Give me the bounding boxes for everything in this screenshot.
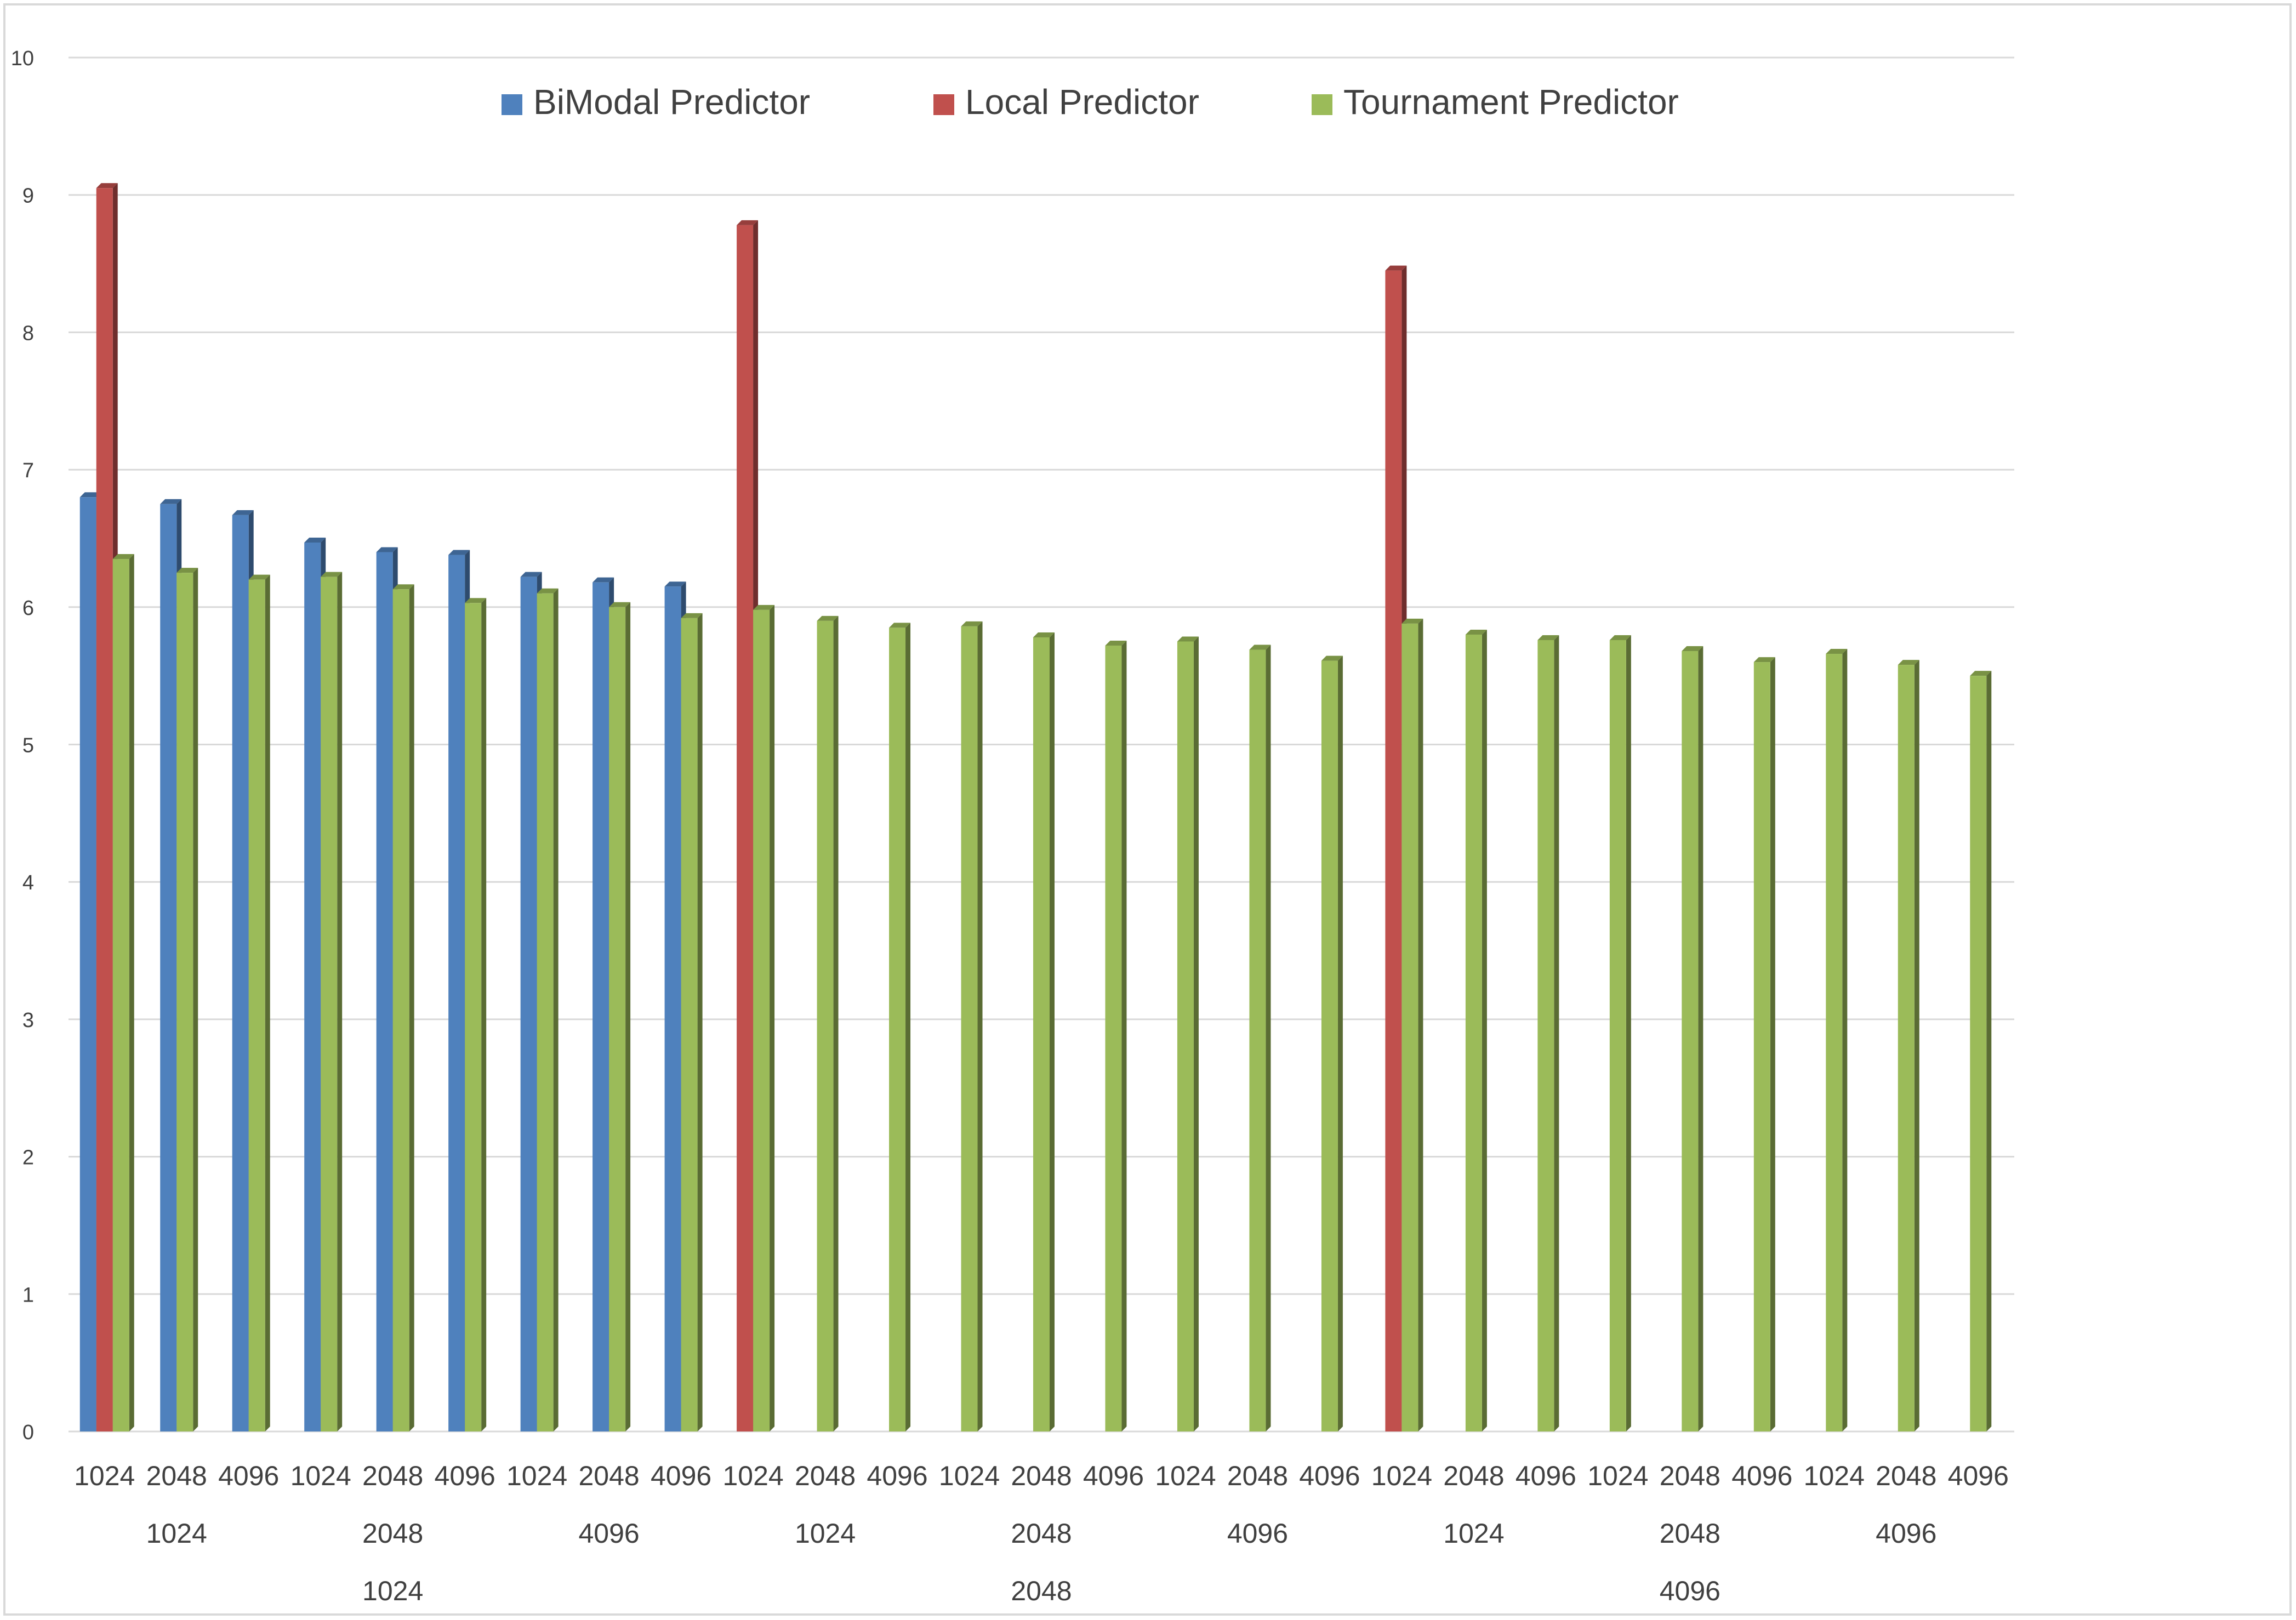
y-tick-label: 5 [22,734,34,757]
x-tick-label-level1: 2048 [362,1461,423,1491]
x-tick-label-level2: 2048 [362,1518,423,1549]
bar-tournament-predictor [392,584,414,1431]
bar-tournament-predictor [1970,671,1992,1431]
y-tick-label: 1 [22,1284,34,1307]
y-tick-label: 10 [11,47,34,70]
x-tick-label-level1: 2048 [795,1461,856,1491]
y-axis-ticks: 0 1 2 3 4 5 6 7 8 9 10 [11,47,34,1444]
bar-tournament-predictor [1537,635,1559,1431]
x-tick-label-level3: 1024 [362,1576,423,1606]
x-tick-label-level1: 2048 [1876,1461,1936,1491]
bar-tournament-predictor [321,572,343,1431]
bar-local-predictor [1385,265,1407,1432]
x-tick-label-level1: 4096 [867,1461,927,1491]
x-tick-label-level1: 4096 [1516,1461,1576,1491]
x-tick-label-level2: 1024 [146,1518,207,1549]
bar-tournament-predictor [1321,655,1343,1431]
x-tick-label-level1: 4096 [1948,1461,2009,1491]
bar-tournament-predictor [1753,657,1775,1431]
y-tick-label: 2 [22,1146,34,1170]
bar-tournament-predictor [1465,629,1487,1431]
x-tick-label-level1: 4096 [1299,1461,1360,1491]
bar-tournament-predictor [1033,632,1055,1431]
bar-tournament-predictor [753,604,775,1431]
bar-tournament-predictor [817,615,839,1431]
x-tick-label-level1: 4096 [435,1461,495,1491]
x-tick-label-level1: 2048 [1660,1461,1720,1491]
bar-tournament-predictor [961,621,983,1431]
y-tick-label: 3 [22,1009,34,1032]
legend-item: BiModal Predictor [502,82,810,122]
x-tick-label-level2: 4096 [1876,1518,1936,1549]
x-tick-label-level1: 2048 [146,1461,207,1491]
x-tick-label-level1: 1024 [1371,1461,1432,1491]
bar-tournament-predictor [1826,649,1848,1431]
x-tick-label-level1: 2048 [1443,1461,1504,1491]
x-tick-label-level2: 2048 [1011,1518,1072,1549]
y-tick-label: 7 [22,459,34,482]
x-axis-labels: 1024 2048 4096 1024 2048 4096 1024 2048 4096 1024… [74,1461,2009,1606]
legend: BiModal Predictor Local Predictor Tourname… [502,82,1679,122]
x-tick-label-level1: 2048 [1227,1461,1288,1491]
x-tick-label-level1: 1024 [290,1461,351,1491]
x-tick-label-level3: 4096 [1660,1576,1720,1606]
x-tick-label-level2: 2048 [1660,1518,1720,1549]
bars [79,183,1992,1432]
bar-tournament-predictor [537,588,559,1431]
x-tick-label-level2: 1024 [1443,1518,1504,1549]
bar-tournament-predictor [248,574,270,1431]
x-tick-label-level1: 1024 [1587,1461,1648,1491]
legend-item: Tournament Predictor [1312,82,1679,122]
bar-tournament-predictor [681,613,703,1431]
bar-tournament-predictor [176,568,198,1431]
x-tick-label-level1: 1024 [939,1461,1000,1491]
bar-tournament-predictor [1609,635,1631,1431]
y-tick-label: 0 [22,1421,34,1444]
x-tick-label-level1: 4096 [218,1461,279,1491]
x-tick-label-level1: 4096 [1731,1461,1792,1491]
bar-tournament-predictor [112,554,134,1432]
x-tick-label-level1: 1024 [74,1461,135,1491]
bar-tournament-predictor [1177,636,1199,1431]
y-tick-label: 9 [22,185,34,208]
x-tick-label-level1: 1024 [1155,1461,1216,1491]
y-tick-label: 8 [22,322,34,345]
bar-tournament-predictor [1898,660,1919,1431]
x-tick-label-level1: 1024 [1804,1461,1865,1491]
y-tick-label: 4 [22,871,34,894]
bar-tournament-predictor [609,602,631,1431]
x-tick-label-level2: 4096 [1227,1518,1288,1549]
legend-label: Local Predictor [965,82,1199,122]
x-tick-label-level1: 2048 [1011,1461,1072,1491]
x-tick-label-level1: 4096 [1083,1461,1144,1491]
x-tick-label-level1: 4096 [651,1461,711,1491]
bar-tournament-predictor [1401,618,1423,1431]
x-tick-label-level3: 2048 [1011,1576,1072,1606]
legend-label: Tournament Predictor [1343,82,1679,122]
legend-label: BiModal Predictor [533,82,810,122]
bar-tournament-predictor [1682,646,1704,1431]
x-tick-label-level2: 4096 [578,1518,639,1549]
bar-tournament-predictor [1249,644,1271,1431]
x-tick-label-level1: 1024 [506,1461,567,1491]
x-tick-label-level2: 1024 [795,1518,856,1549]
legend-swatch [502,94,522,115]
legend-swatch [1312,94,1332,115]
legend-item: Local Predictor [933,82,1199,122]
y-tick-label: 6 [22,597,34,620]
bar-tournament-predictor [465,598,487,1431]
bar-tournament-predictor [889,623,911,1431]
x-tick-label-level1: 1024 [722,1461,783,1491]
bar-tournament-predictor [1105,640,1127,1431]
x-tick-label-level1: 2048 [578,1461,639,1491]
legend-swatch [933,94,954,115]
